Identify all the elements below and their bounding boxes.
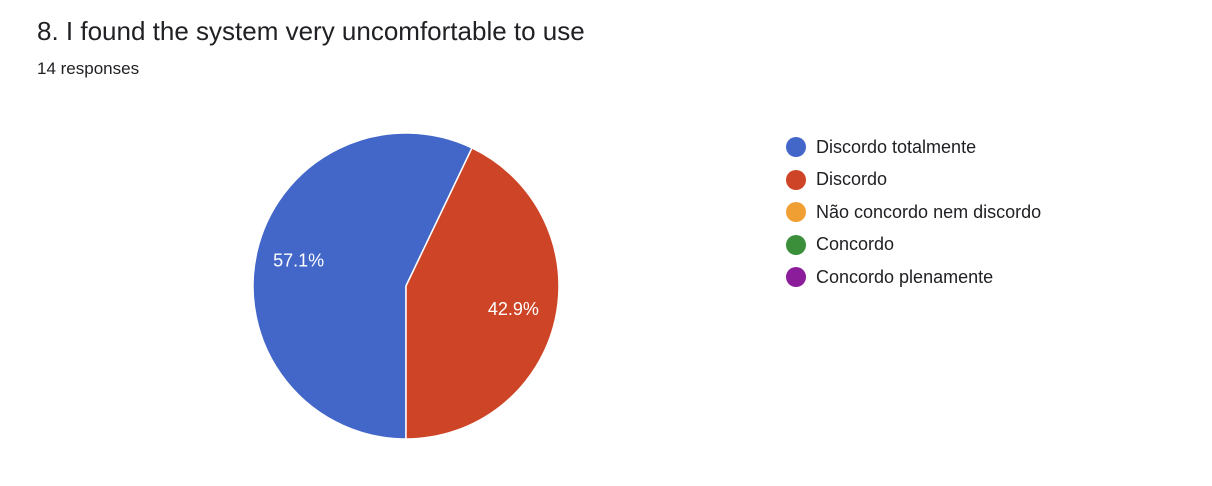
legend-swatch-icon — [786, 169, 806, 190]
legend-item-nao-concordo-nem-discordo[interactable]: Não concordo nem discordo — [786, 196, 1041, 229]
legend-label: Concordo plenamente — [816, 266, 994, 287]
question-title: 8. I found the system very uncomfortable… — [37, 16, 585, 46]
legend-swatch-icon — [786, 137, 806, 158]
pie-data-label-0: 57.1% — [273, 250, 324, 270]
legend-item-discordo[interactable]: Discordo — [786, 164, 1041, 197]
legend-label: Discordo totalmente — [816, 136, 977, 157]
legend-label: Concordo — [816, 234, 895, 255]
legend-label: Discordo — [816, 169, 888, 190]
chart-legend: Discordo totalmente Discordo Não concord… — [786, 131, 1041, 294]
legend-swatch-icon — [786, 267, 806, 288]
pie-slice-1[interactable] — [405, 147, 560, 440]
pie-slice-0[interactable] — [252, 132, 473, 440]
legend-item-concordo[interactable]: Concordo — [786, 229, 1041, 262]
response-count: 14 responses — [37, 59, 140, 78]
pie-data-label-1: 42.9% — [488, 299, 539, 319]
legend-label: Não concordo nem discordo — [816, 201, 1042, 222]
legend-swatch-icon — [786, 202, 806, 223]
legend-item-discordo-totalmente[interactable]: Discordo totalmente — [786, 131, 1041, 164]
legend-swatch-icon — [786, 234, 806, 255]
legend-item-concordo-plenamente[interactable]: Concordo plenamente — [786, 261, 1041, 294]
